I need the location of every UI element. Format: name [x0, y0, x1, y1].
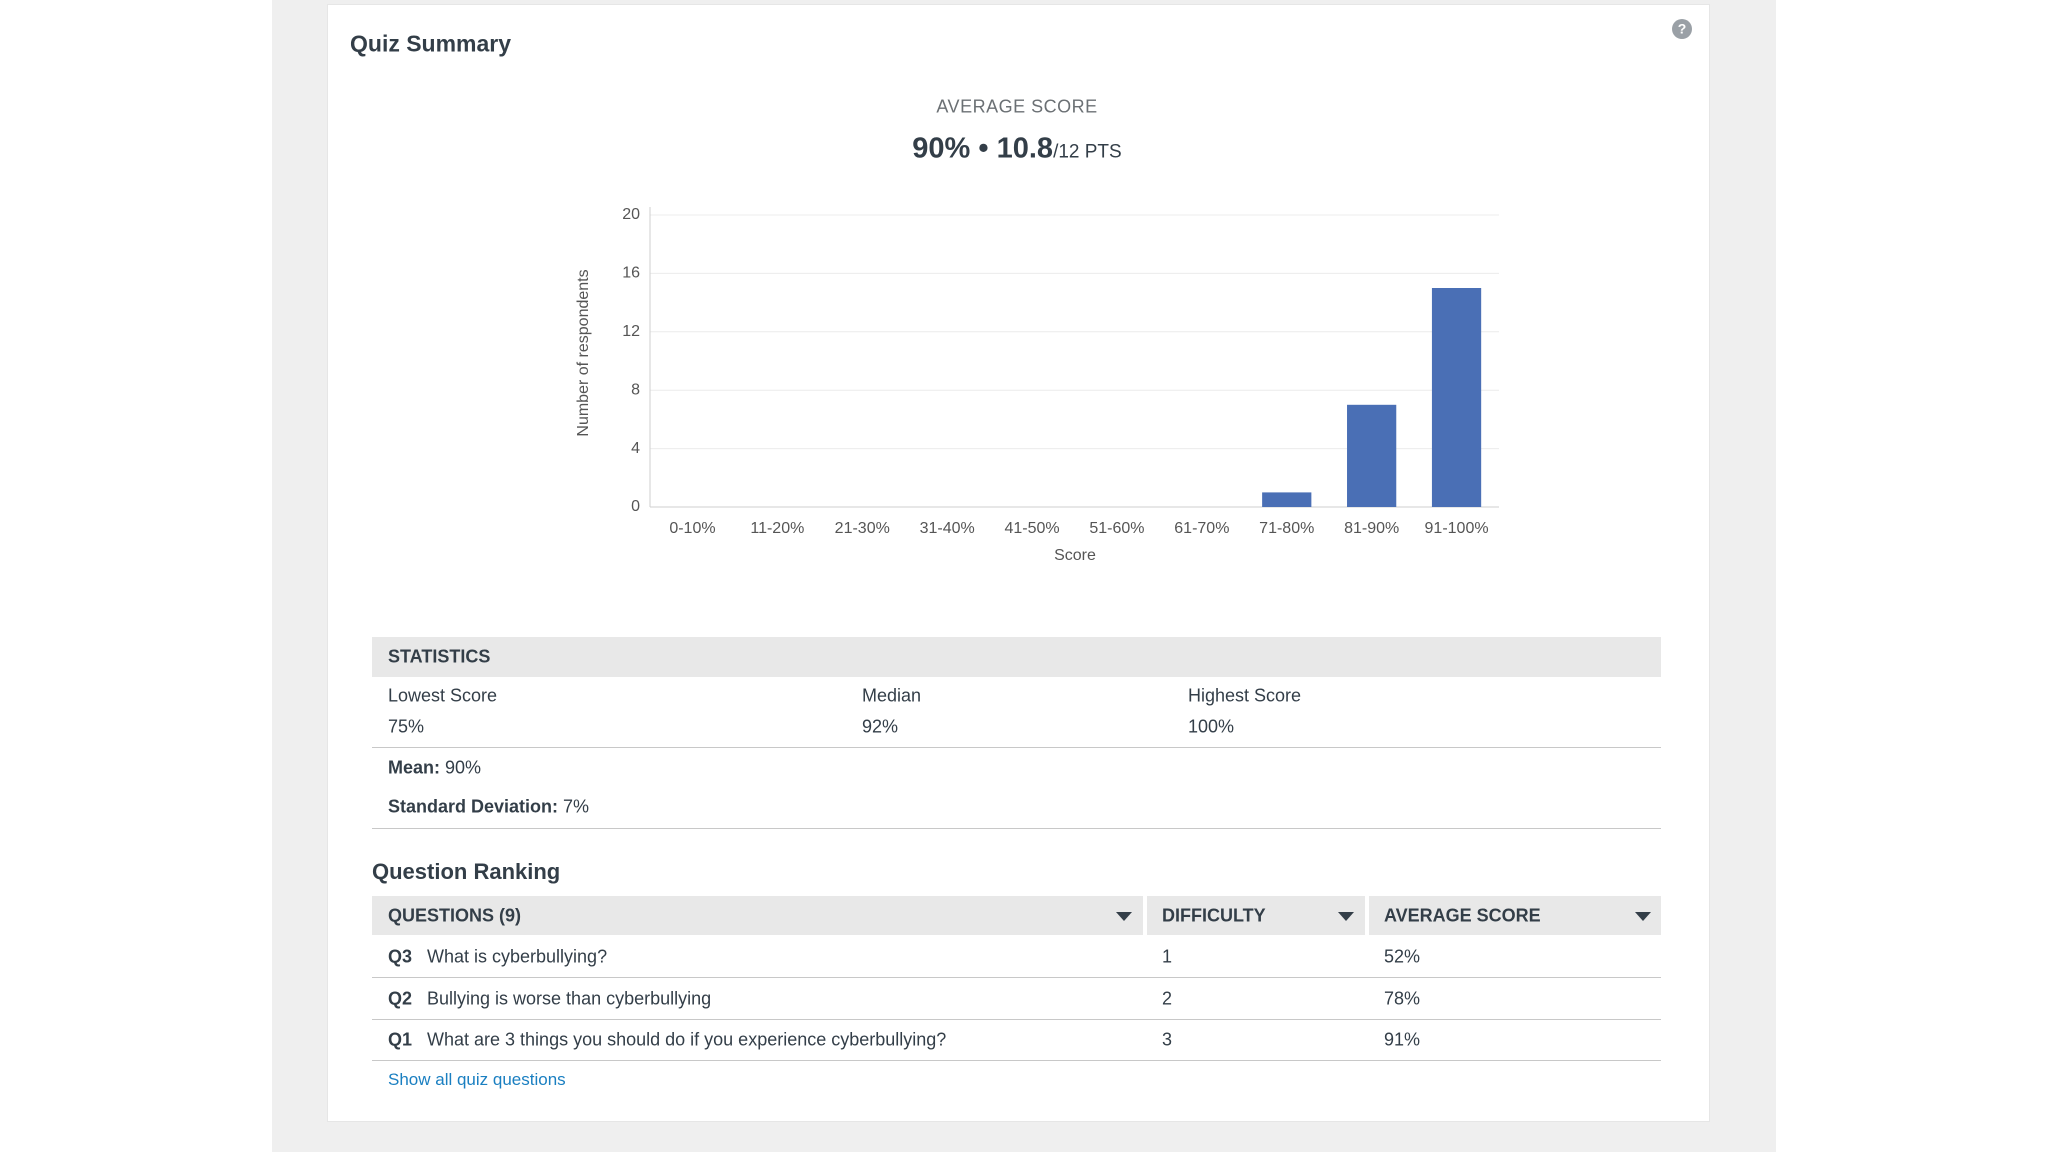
- sort-arrow[interactable]: [1338, 912, 1354, 921]
- average-score-label: AVERAGE SCORE: [936, 96, 1098, 117]
- quiz-summary-card: [327, 4, 1710, 1122]
- question-id: Q2: [388, 988, 413, 1009]
- average-score: 91%: [1384, 1029, 1421, 1050]
- std: Standard Deviation: 7%: [388, 797, 589, 818]
- x-tick-label: 0-10%: [669, 520, 715, 537]
- separator: •: [978, 132, 989, 165]
- column-title: AVERAGE SCORE: [1384, 905, 1541, 926]
- difficulty: 1: [1162, 946, 1173, 967]
- stat-value: 75%: [388, 716, 425, 737]
- question-text: What is cyberbullying?: [427, 946, 608, 967]
- svg-text:?: ?: [1678, 21, 1687, 37]
- statistics-header: [372, 637, 1661, 677]
- x-axis-label: Score: [1054, 547, 1096, 564]
- y-tick-label: 8: [631, 381, 640, 398]
- column-header[interactable]: [1147, 896, 1365, 935]
- question-id: Q3: [388, 946, 413, 967]
- y-tick-label: 12: [622, 323, 640, 340]
- x-tick-label: 41-50%: [1004, 520, 1059, 537]
- x-tick-label: 91-100%: [1425, 520, 1489, 537]
- bar: [1347, 404, 1397, 507]
- chart: Number of respondents Score 0 4 8 12 16 20 0-1…: [575, 206, 1499, 564]
- divider: [372, 977, 1661, 978]
- mean-value: 90%: [445, 757, 482, 778]
- percent: 90%: [912, 132, 971, 165]
- std-label: Standard Deviation:: [388, 796, 559, 817]
- x-tick-label: 51-60%: [1089, 520, 1144, 537]
- show-all-link[interactable]: Show all quiz questions: [388, 1070, 566, 1089]
- stat-value: 100%: [1188, 716, 1235, 737]
- column-header[interactable]: [372, 896, 1143, 935]
- average-score: 78%: [1384, 988, 1421, 1009]
- divider: [372, 1060, 1661, 1061]
- sort-arrow[interactable]: [1116, 912, 1132, 921]
- column-title: QUESTIONS (9): [388, 905, 522, 926]
- y-tick-label: 0: [631, 498, 640, 515]
- ranking-title: Question Ranking: [372, 859, 561, 884]
- column-title: DIFFICULTY: [1162, 905, 1266, 926]
- difficulty: 3: [1162, 1029, 1173, 1050]
- stat-label: Highest Score: [1188, 685, 1302, 706]
- x-tick-label: 81-90%: [1344, 520, 1399, 537]
- points: 10.8: [996, 132, 1054, 165]
- std-value: 7%: [563, 796, 590, 817]
- column-header[interactable]: [1369, 896, 1661, 935]
- question-text: What are 3 things you should do if you e…: [427, 1029, 947, 1050]
- x-tick-label: 61-70%: [1174, 520, 1229, 537]
- bar: [1431, 288, 1482, 507]
- divider: [372, 828, 1661, 829]
- sort-arrow[interactable]: [1635, 912, 1651, 921]
- mean-label: Mean:: [388, 757, 441, 778]
- card-title: Quiz Summary: [350, 30, 512, 57]
- x-tick-label: 71-80%: [1259, 520, 1314, 537]
- average-score-value: 90% • 10.8/12 PTS: [912, 133, 1121, 166]
- x-tick-label: 31-40%: [920, 520, 975, 537]
- y-axis-label: Number of respondents: [575, 269, 592, 436]
- stat-value: 92%: [862, 716, 899, 737]
- out-of: /12 PTS: [1053, 141, 1122, 163]
- help-icon[interactable]: ?: [1670, 17, 1694, 41]
- difficulty: 2: [1162, 988, 1173, 1009]
- stat-label: Median: [862, 685, 922, 706]
- average-score: 52%: [1384, 946, 1421, 967]
- divider: [372, 1019, 1661, 1020]
- y-tick-label: 16: [622, 265, 640, 282]
- question-text: Bullying is worse than cyberbullying: [427, 988, 712, 1009]
- stat-label: Lowest Score: [388, 685, 498, 706]
- y-tick-label: 20: [622, 206, 640, 223]
- mean: Mean: 90%: [388, 758, 481, 779]
- question-id: Q1: [388, 1029, 413, 1050]
- statistics-title: STATISTICS: [388, 646, 491, 667]
- x-tick-label: 21-30%: [835, 520, 890, 537]
- divider: [372, 747, 1661, 748]
- x-tick-label: 11-20%: [750, 520, 804, 537]
- y-tick-label: 4: [631, 440, 640, 457]
- bar: [1262, 492, 1312, 507]
